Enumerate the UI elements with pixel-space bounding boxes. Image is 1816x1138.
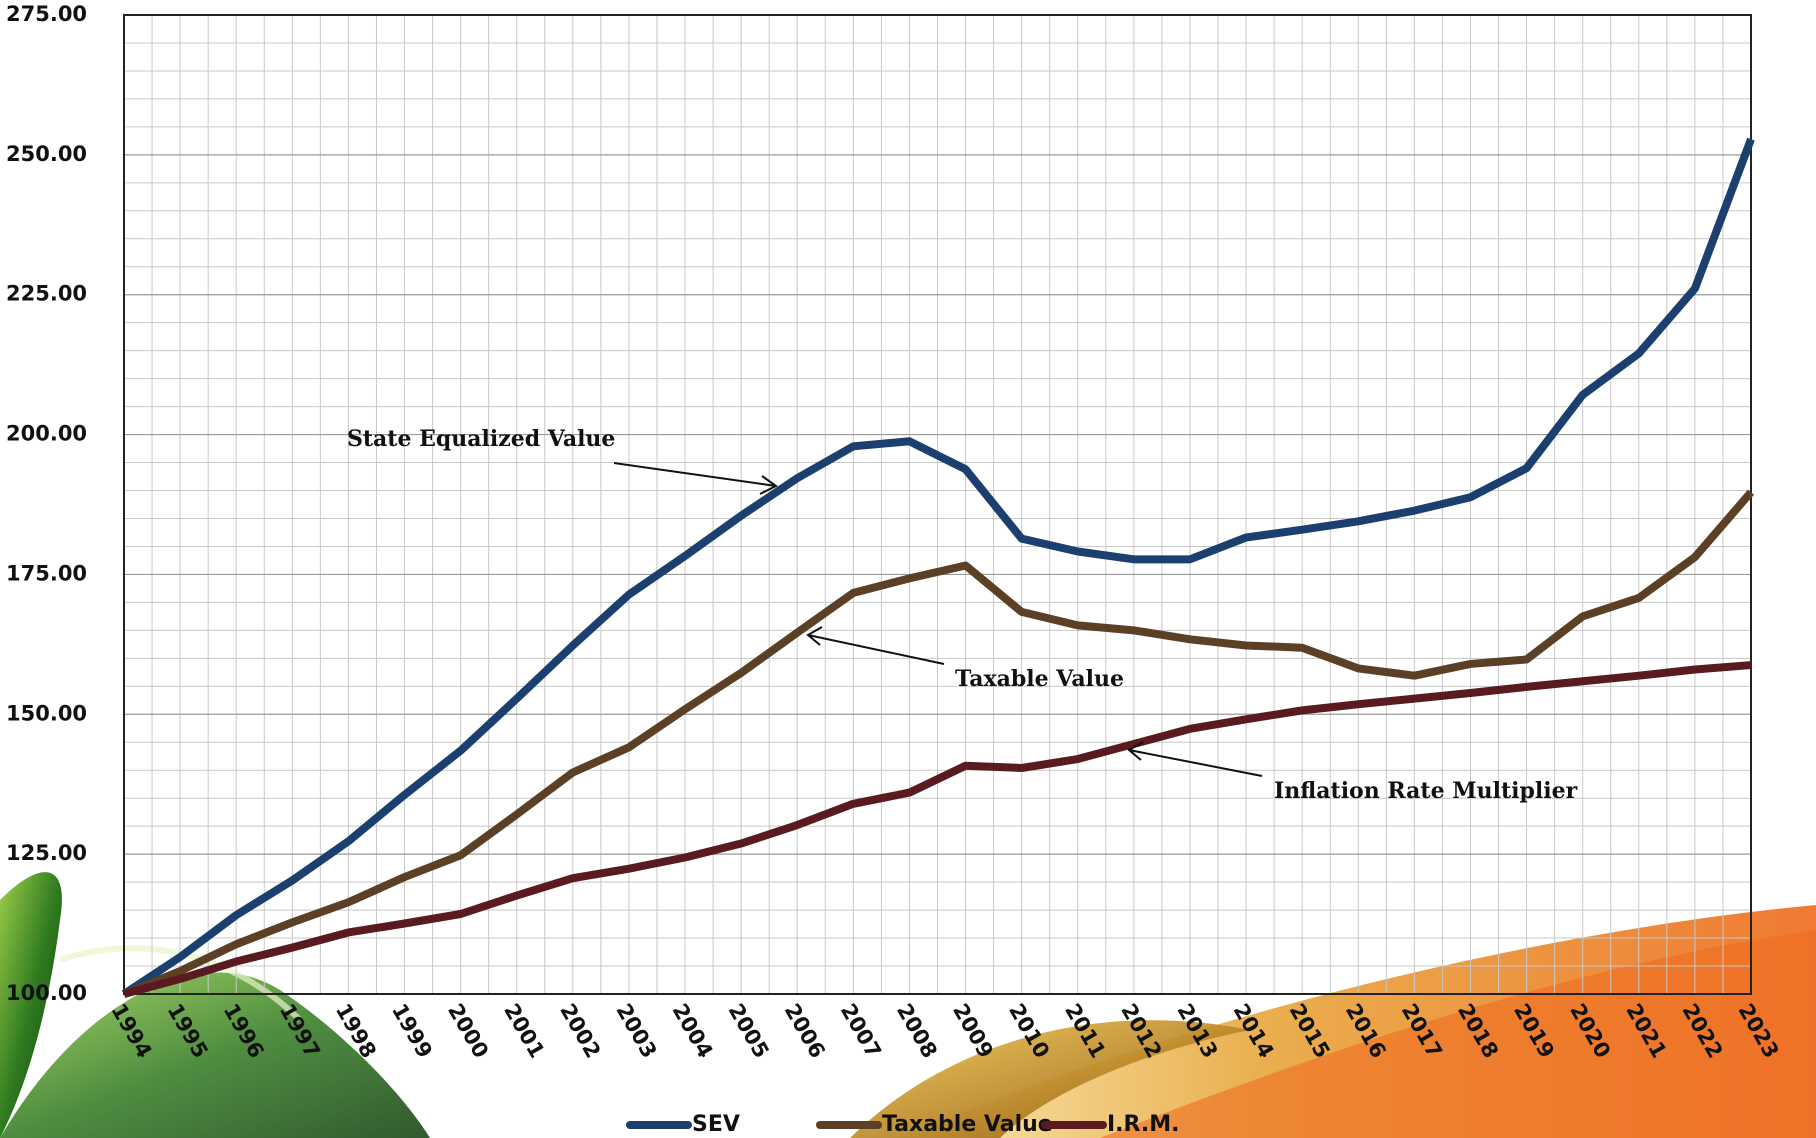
lines <box>121 137 1755 998</box>
plot-frame <box>123 14 1752 995</box>
x-tick-label: 2000 <box>443 1000 493 1063</box>
y-tick-label: 275.00 <box>6 2 87 26</box>
annotation: Taxable Value <box>955 666 1124 692</box>
y-tick-label: 175.00 <box>6 561 87 585</box>
y-tick-label: 150.00 <box>6 701 87 725</box>
annotation-arrow <box>613 462 777 487</box>
x-tick-label: 2008 <box>892 1000 942 1063</box>
legend-label: Taxable Value <box>882 1112 1053 1137</box>
series-line <box>121 137 1755 998</box>
y-tick-label: 125.00 <box>6 841 87 865</box>
background-decoration <box>0 872 1816 1138</box>
x-tick-label: 1999 <box>387 1000 437 1063</box>
x-tick-label: 2009 <box>948 1000 998 1063</box>
arrow-head <box>806 626 823 646</box>
y-tick-label: 225.00 <box>6 282 87 306</box>
x-tick-label: 2001 <box>499 1000 549 1063</box>
annotation-arrow <box>807 634 945 665</box>
x-tick-label: 2005 <box>724 1000 774 1063</box>
legend: SEV Taxable Value I.R.M. <box>626 1112 1180 1137</box>
x-tick-label: 2002 <box>555 1000 605 1063</box>
series-line <box>122 489 1755 998</box>
annotation: State Equalized Value <box>347 426 615 452</box>
legend-label: SEV <box>692 1112 740 1137</box>
y-tick-label: 200.00 <box>6 422 87 446</box>
labels: 100.00 125.00 150.00 175.00 200.00 225.00 250.… <box>6 2 1783 1062</box>
x-tick-label: 2003 <box>611 1000 661 1063</box>
y-tick-label: 250.00 <box>6 142 87 166</box>
arrow-head <box>1127 741 1144 761</box>
y-tick-label: 100.00 <box>6 981 87 1005</box>
x-tick-label: 2007 <box>836 1000 886 1063</box>
legend-label: I.R.M. <box>1107 1112 1180 1137</box>
annotation: Inflation Rate Multiplier <box>1274 778 1578 804</box>
annotations: State Equalized Value Taxable Value Infl… <box>347 426 1578 804</box>
x-tick-label: 2006 <box>780 1000 830 1063</box>
x-tick-label: 2004 <box>668 1000 718 1063</box>
arrow-head <box>759 475 778 495</box>
annotation-arrow <box>1128 749 1263 777</box>
series-line <box>122 661 1752 998</box>
grid <box>123 14 1752 995</box>
